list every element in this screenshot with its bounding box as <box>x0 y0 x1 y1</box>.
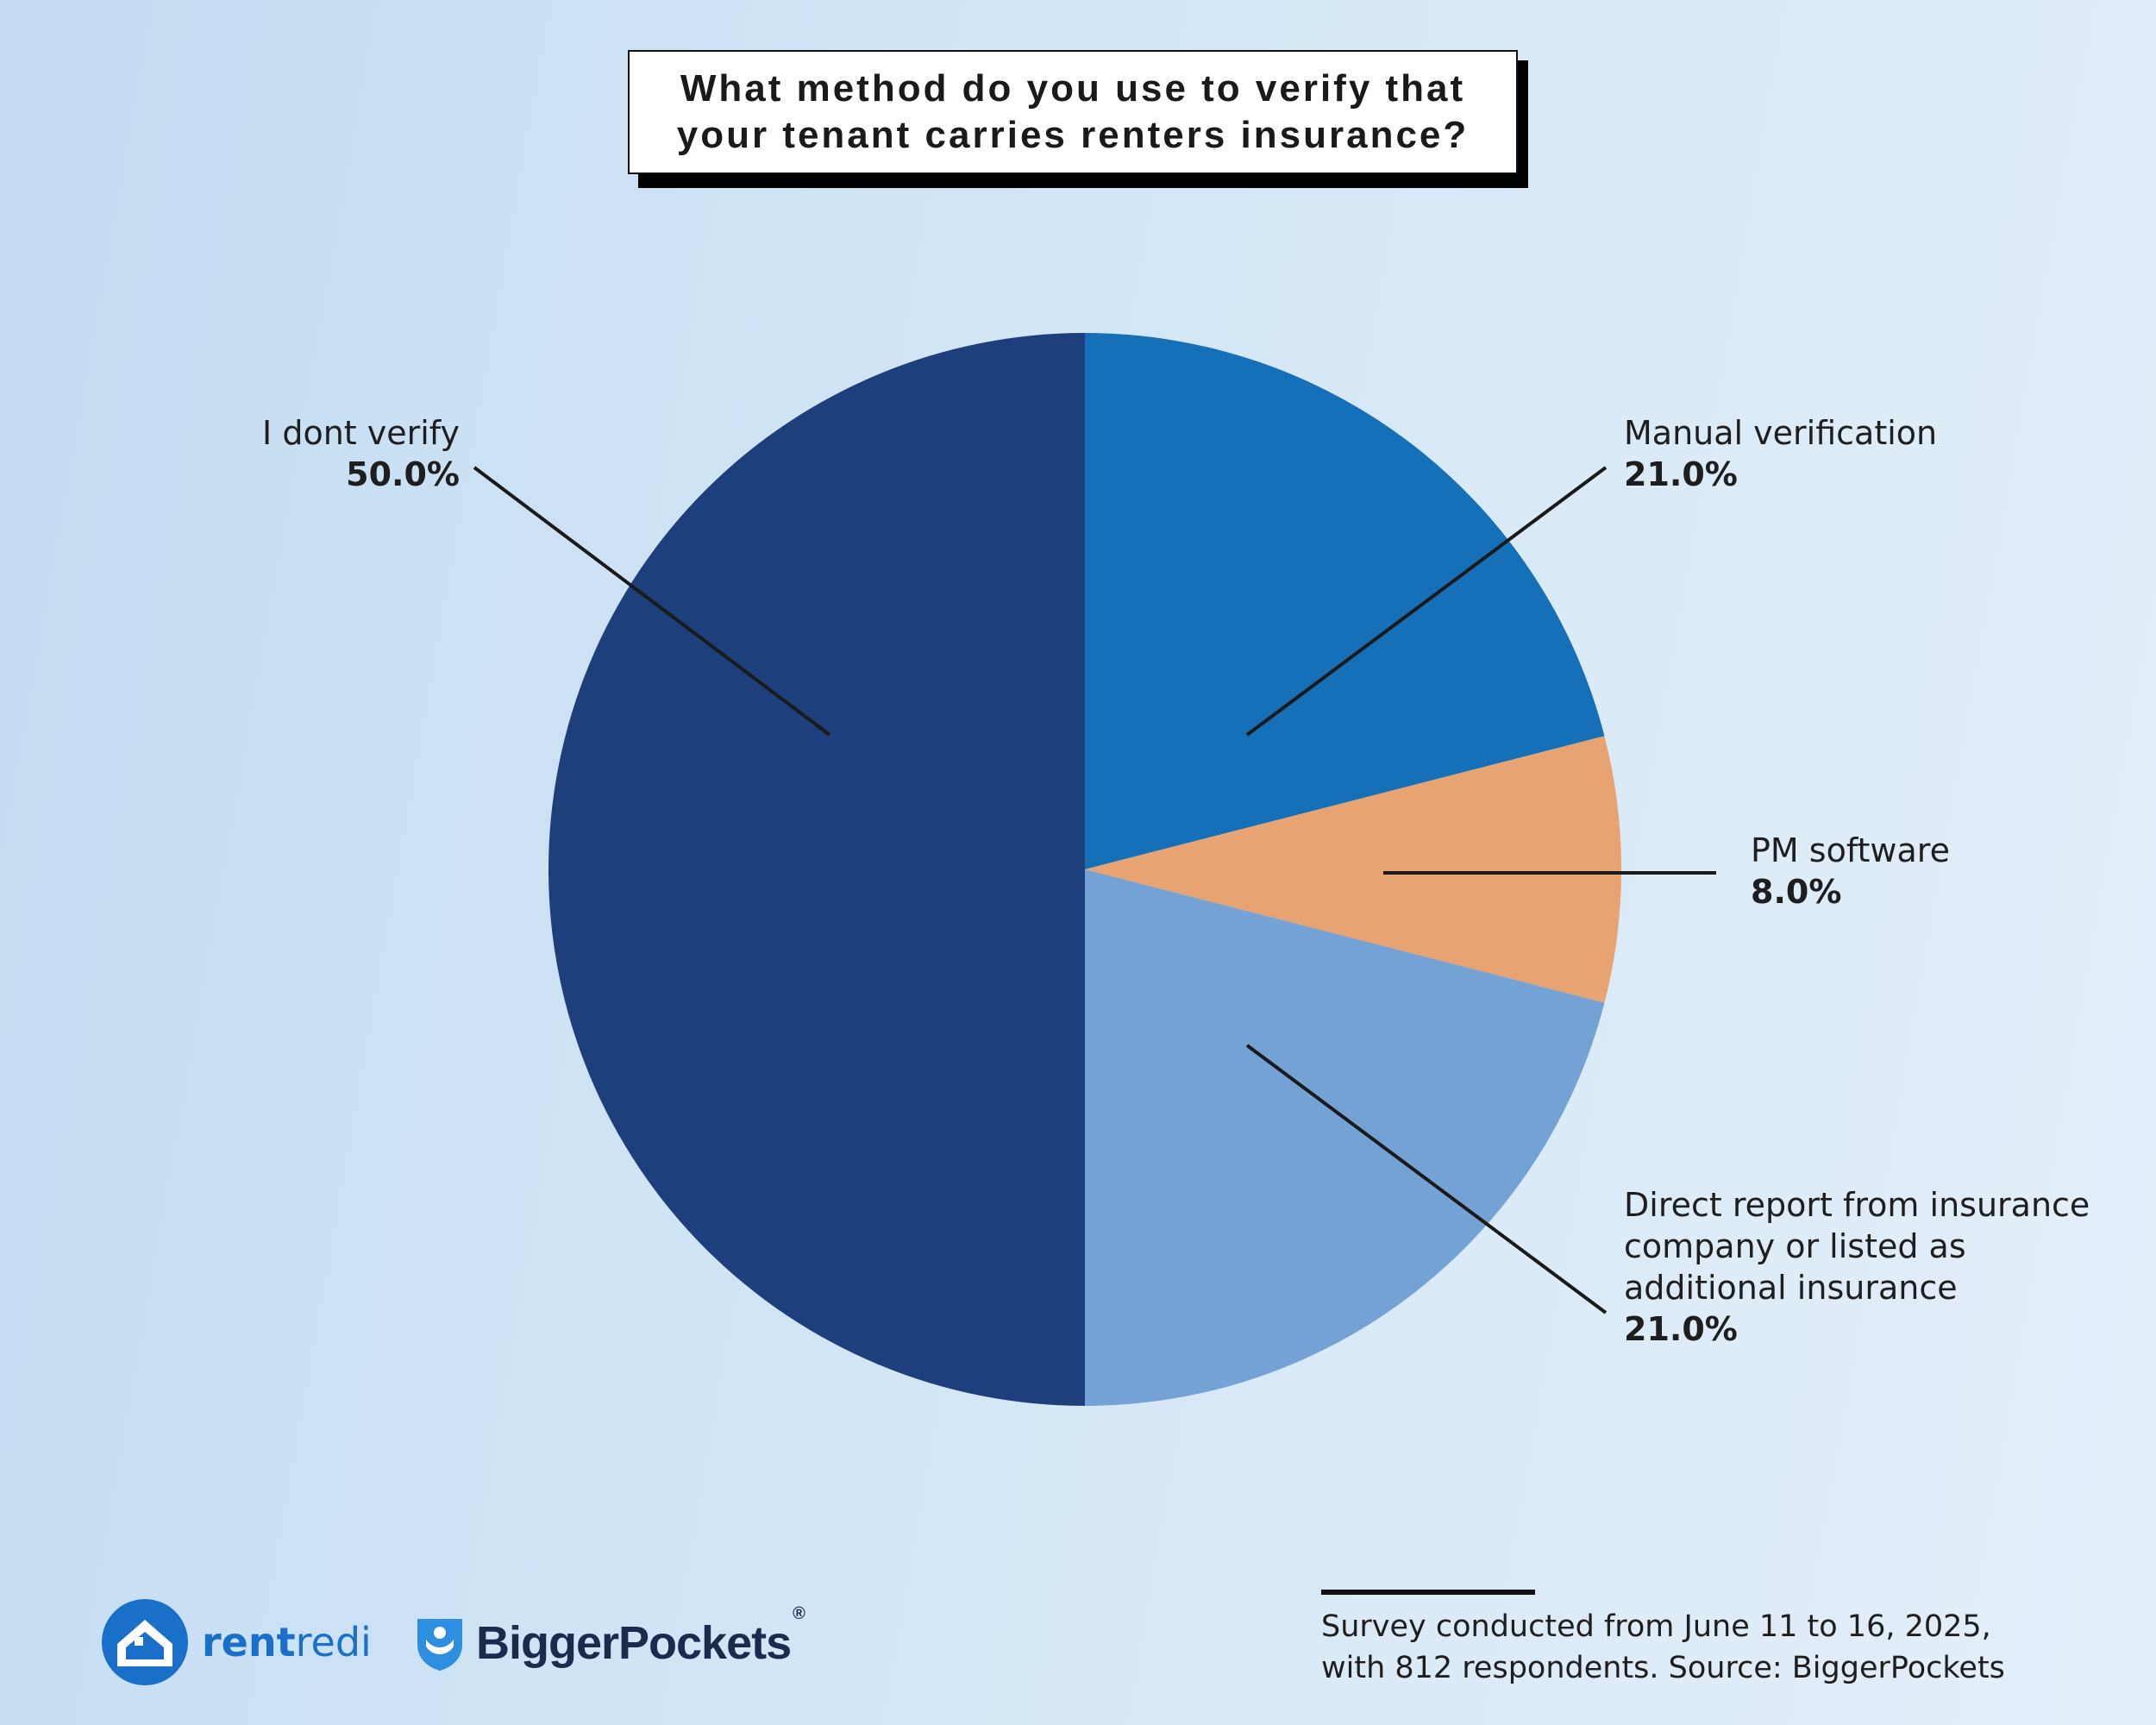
leader-lines <box>473 466 1716 1314</box>
slice-percent: 8.0% <box>1751 873 1842 911</box>
title-box: What method do you use to verify that yo… <box>628 50 1518 174</box>
slice-name-line-1: Direct report from insurance <box>1624 1186 2090 1224</box>
rentredi-wordmark-redi: redi <box>295 1619 372 1665</box>
biggerpockets-pocket-icon <box>417 1619 462 1671</box>
slice-direct-report <box>1085 869 1605 1406</box>
slice-label-manual-verification: Manual verification 21.0% <box>1624 412 1937 495</box>
slice-label-direct-report: Direct report from insurance company or … <box>1624 1184 2107 1350</box>
footnote-line-2: with 812 respondents. Source: BiggerPock… <box>1321 1651 2005 1685</box>
rentredi-wordmark-rent: rent <box>202 1619 296 1665</box>
rentredi-house-icon <box>102 1599 188 1685</box>
footnote: Survey conducted from June 11 to 16, 202… <box>1321 1606 2097 1689</box>
slice-i-dont-verify <box>548 333 1085 1406</box>
slice-manual-verification <box>1085 333 1605 869</box>
slice-name: Manual verification <box>1624 414 1938 452</box>
slice-pm-software <box>1085 736 1622 1003</box>
pie-slices <box>548 333 1622 1406</box>
footnote-line-1: Survey conducted from June 11 to 16, 202… <box>1321 1609 1991 1644</box>
slice-label-pm-software: PM software 8.0% <box>1751 830 1950 913</box>
rentredi-wordmark: rentredi <box>202 1619 372 1665</box>
slice-name: I dont verify <box>262 414 460 452</box>
biggerpockets-name: BiggerPockets <box>476 1617 792 1669</box>
slice-percent: 21.0% <box>1624 1310 1738 1348</box>
chart-title: What method do you use to verify that yo… <box>676 67 1470 156</box>
leader-line-manual-verification <box>1245 466 1608 737</box>
biggerpockets-logo: BiggerPockets® <box>414 1604 805 1673</box>
rentredi-logo: rentredi <box>100 1597 372 1687</box>
biggerpockets-wordmark: BiggerPockets® <box>476 1604 805 1670</box>
slice-percent: 21.0% <box>1624 455 1738 493</box>
leader-line-direct-report <box>1245 1044 1608 1314</box>
leader-line-i-dont-verify <box>473 466 831 737</box>
footnote-rule <box>1321 1590 1535 1595</box>
slice-percent: 50.0% <box>346 455 460 493</box>
slice-name: PM software <box>1751 831 1950 869</box>
slice-name-line-3: additional insurance <box>1624 1269 1958 1307</box>
slice-label-i-dont-verify: I dont verify 50.0% <box>262 412 460 495</box>
slice-name-line-2: company or listed as <box>1624 1227 1966 1265</box>
registered-mark: ® <box>793 1604 805 1623</box>
